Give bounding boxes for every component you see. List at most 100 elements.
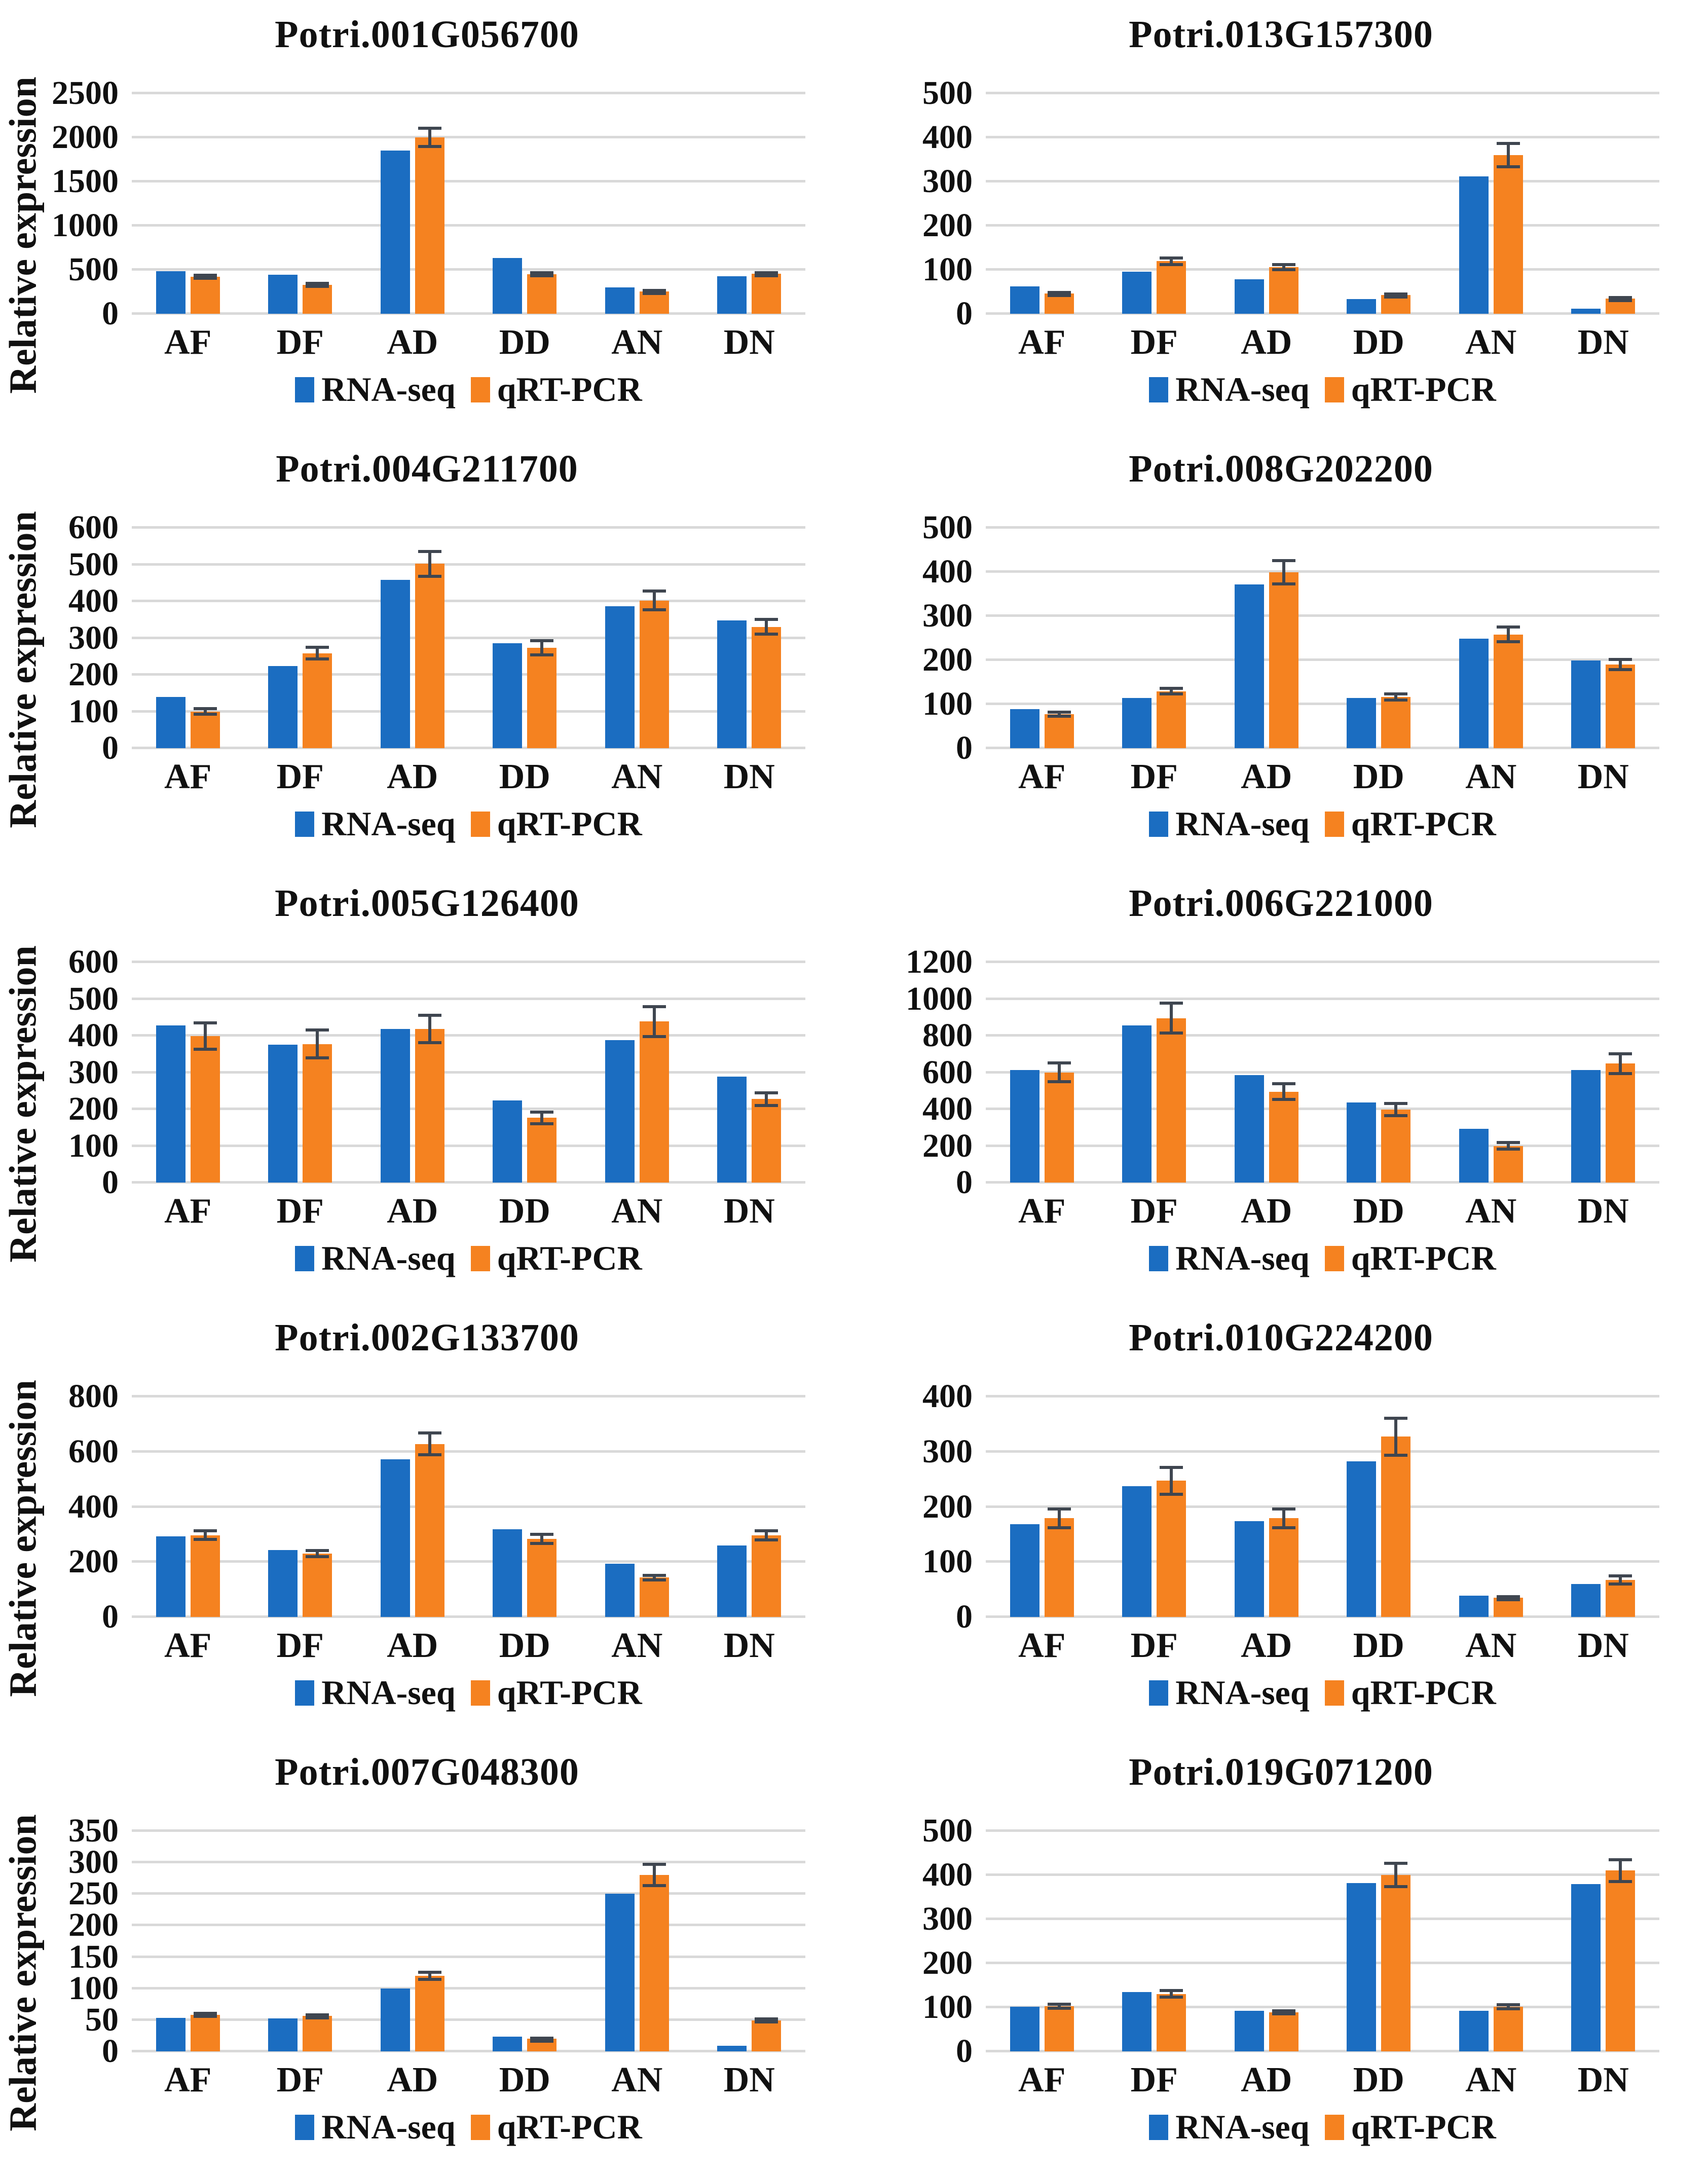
x-category-label-AF: AF xyxy=(1018,1626,1066,1665)
legend-label: qRT-PCR xyxy=(1351,1673,1496,1712)
y-tick-label: 800 xyxy=(68,1378,119,1415)
chart-body: Relative expression 0 200 400 600 800 AF DF AD DD… xyxy=(0,1380,854,1713)
gridline xyxy=(986,92,1659,94)
legend-swatch-qRT-PCR xyxy=(470,2114,490,2140)
bar-rna-seq xyxy=(1347,1461,1377,1617)
bar-group-AD xyxy=(356,1431,469,1617)
bar-qrt-pcr xyxy=(1044,2003,1074,2051)
gridline xyxy=(132,1034,805,1037)
gridline xyxy=(986,703,1659,705)
x-axis-labels: AF DF AD DD AN DN xyxy=(132,757,805,797)
bar-qrt-pcr xyxy=(1381,1101,1411,1183)
legend: RNA-seq qRT-PCR xyxy=(132,1238,805,1278)
bar-rna-seq xyxy=(1571,309,1601,314)
x-category-label-DF: DF xyxy=(1130,1626,1178,1665)
bar-rna-seq xyxy=(493,1100,523,1183)
legend-swatch-qRT-PCR xyxy=(1324,811,1344,837)
y-tick-label: 200 xyxy=(68,1090,119,1127)
bar-qrt-pcr xyxy=(303,1028,332,1183)
bar-qrt-pcr xyxy=(527,271,557,314)
bar-group-AN xyxy=(1435,141,1547,314)
x-category-label-AF: AF xyxy=(1018,757,1066,796)
legend-item-qRT-PCR: qRT-PCR xyxy=(470,2107,642,2147)
bar-rna-seq xyxy=(268,1550,298,1617)
legend-swatch-RNA-seq xyxy=(295,1245,315,1271)
bar-qrt-pcr xyxy=(1269,263,1298,314)
x-category-label-DF: DF xyxy=(276,757,324,796)
error-bar xyxy=(1047,711,1071,718)
chart-body: 0 100 200 300 400 AF DF AD DD AN DN RNA-seq qRT-PCR xyxy=(854,1380,1708,1713)
bar-group-DD xyxy=(1323,1101,1435,1183)
legend-item-RNA-seq: RNA-seq xyxy=(295,804,456,844)
bar-group-AN xyxy=(1435,1595,1547,1617)
gridline xyxy=(132,636,805,639)
bar-group-AD xyxy=(1210,263,1323,314)
y-tick-label: 400 xyxy=(922,1090,973,1127)
y-tick-label: 300 xyxy=(922,1900,973,1937)
bar-group-DD xyxy=(1323,1417,1435,1617)
y-tick-label: 0 xyxy=(956,2033,973,2070)
bar-group-DD xyxy=(469,1100,581,1183)
error-bar xyxy=(306,281,329,288)
bar-group-DN xyxy=(693,618,806,748)
bar-qrt-pcr xyxy=(639,289,669,314)
error-bar xyxy=(306,2013,329,2020)
bar-rna-seq xyxy=(1010,1070,1039,1183)
bar-qrt-pcr xyxy=(1157,1001,1186,1183)
legend-swatch-RNA-seq xyxy=(295,377,315,402)
y-tick-label: 0 xyxy=(102,1164,119,1201)
x-category-label-AD: AD xyxy=(1241,1626,1292,1665)
legend-label: RNA-seq xyxy=(1175,1239,1310,1277)
gridline xyxy=(132,1892,805,1895)
bar-rna-seq xyxy=(605,1563,635,1617)
gridline xyxy=(132,747,805,749)
x-category-label-AF: AF xyxy=(164,757,212,796)
bar-group-DF xyxy=(244,1549,357,1617)
x-category-label-DN: DN xyxy=(723,323,775,362)
bar-qrt-pcr xyxy=(752,271,782,314)
error-bar xyxy=(642,289,666,296)
x-category-label-DF: DF xyxy=(276,1626,324,1665)
x-category-label-DN: DN xyxy=(1577,1192,1629,1231)
bar-qrt-pcr xyxy=(415,1431,444,1617)
bar-rna-seq xyxy=(1234,279,1264,314)
y-axis-title-empty xyxy=(854,528,901,812)
legend-swatch-RNA-seq xyxy=(1149,1680,1169,1706)
gridline xyxy=(986,2050,1659,2052)
plot-column: AF DF AD DD AN DN RNA-seq qRT-PCR xyxy=(986,961,1659,1278)
error-bar xyxy=(1384,1417,1408,1457)
error-bar xyxy=(1384,1861,1408,1889)
bar-group-DN xyxy=(1547,657,1660,748)
error-bar xyxy=(418,1970,441,1981)
y-tick-label: 1500 xyxy=(52,163,119,200)
y-tick-label: 100 xyxy=(922,685,973,722)
y-tick-label: 200 xyxy=(922,207,973,244)
bar-group-DF xyxy=(244,275,357,314)
gridline xyxy=(986,268,1659,271)
error-bar xyxy=(530,639,554,657)
y-tick-label: 100 xyxy=(68,1969,119,2007)
bar-group-AD xyxy=(1210,2009,1323,2051)
y-axis-title-empty xyxy=(854,1831,901,2115)
chart-title: Potri.013G157300 xyxy=(1129,13,1433,56)
y-tick-label: 500 xyxy=(922,1812,973,1849)
error-bar xyxy=(418,1431,441,1456)
chart-title: Potri.001G056700 xyxy=(275,13,579,56)
chart-title: Potri.007G048300 xyxy=(275,1751,579,1793)
bar-qrt-pcr xyxy=(303,646,332,748)
legend-item-RNA-seq: RNA-seq xyxy=(295,2107,456,2147)
bar-group-AF xyxy=(132,1529,244,1617)
legend-label: qRT-PCR xyxy=(497,2108,642,2146)
bar-rna-seq xyxy=(1571,1884,1601,2051)
plot-column: AF DF AD DD AN DN RNA-seq qRT-PCR xyxy=(132,1395,805,1713)
y-tick-label: 600 xyxy=(68,943,119,980)
legend-item-RNA-seq: RNA-seq xyxy=(295,1238,456,1278)
bar-rna-seq xyxy=(268,2018,298,2051)
bar-group-DD xyxy=(1323,1861,1435,2051)
bar-rna-seq xyxy=(605,287,635,314)
x-category-label-DD: DD xyxy=(499,2060,550,2100)
x-category-label-DD: DD xyxy=(499,323,550,362)
bar-groups xyxy=(132,528,805,748)
bar-group-DN xyxy=(693,271,806,314)
gridline xyxy=(986,1505,1659,1508)
